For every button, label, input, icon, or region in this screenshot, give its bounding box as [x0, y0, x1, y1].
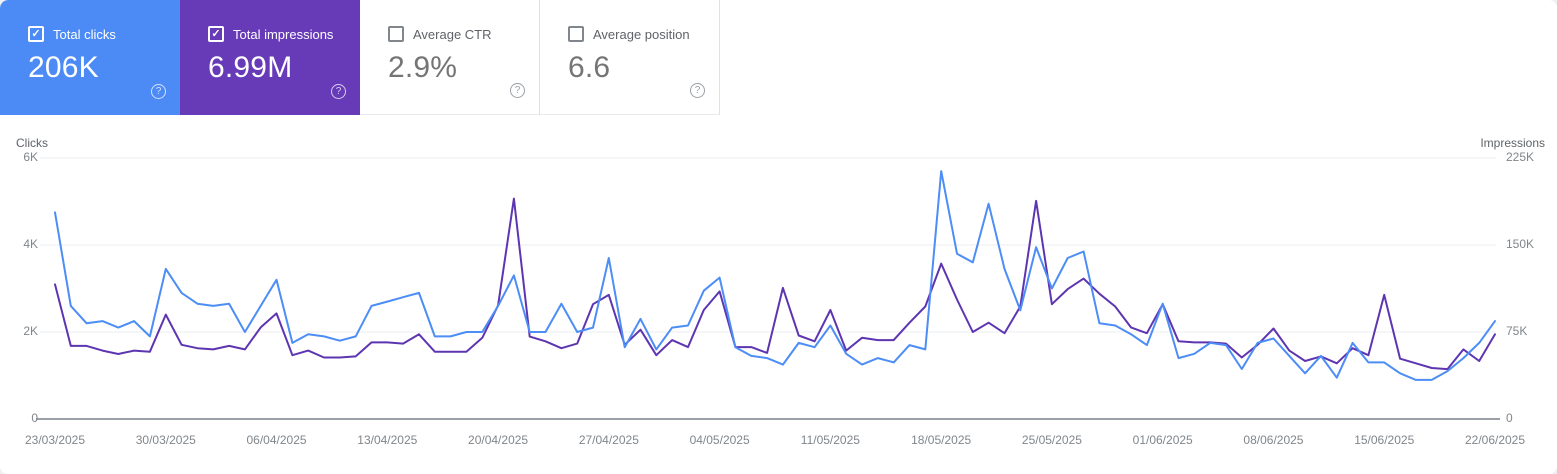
metric-value: 6.6: [568, 51, 611, 84]
metric-card-average-ctr[interactable]: Average CTR 2.9%?: [360, 0, 540, 115]
metric-label: Average position: [593, 26, 690, 42]
right-axis-tick: 150K: [1506, 237, 1535, 251]
help-icon[interactable]: ?: [690, 83, 705, 98]
x-axis-tick: 11/05/2025: [800, 433, 860, 447]
right-axis-tick: 225K: [1506, 150, 1535, 164]
help-icon[interactable]: ?: [331, 84, 346, 99]
metric-cards: ✓ Total clicks 206K? ✓ Total impressions 6.99…: [0, 0, 720, 115]
left-axis-tick: 2K: [23, 324, 38, 338]
x-axis-tick: 06/04/2025: [246, 433, 307, 447]
help-icon[interactable]: ?: [510, 83, 525, 98]
x-axis-tick: 20/04/2025: [468, 433, 529, 447]
left-axis-tick: 6K: [23, 150, 38, 164]
metric-label: Average CTR: [413, 26, 492, 42]
metric-card-average-position[interactable]: Average position 6.6?: [540, 0, 720, 115]
x-axis-tick: 22/06/2025: [1464, 433, 1526, 447]
metric-label: Total impressions: [233, 26, 334, 42]
metric-label: Total clicks: [53, 26, 116, 42]
right-axis-title: Impressions: [1480, 136, 1545, 150]
x-axis-tick: 01/06/2025: [1132, 433, 1193, 447]
x-axis-tick: 27/04/2025: [578, 433, 639, 447]
x-axis-tick: 15/06/2025: [1354, 433, 1415, 447]
metric-card-total-impressions[interactable]: ✓ Total impressions 6.99M?: [180, 0, 360, 115]
help-icon[interactable]: ?: [151, 84, 166, 99]
metric-value: 206K: [28, 51, 99, 84]
metric-card-total-clicks[interactable]: ✓ Total clicks 206K?: [0, 0, 180, 115]
average-position-checkbox[interactable]: [568, 26, 584, 42]
total-impressions-checkbox[interactable]: ✓: [208, 26, 224, 42]
average-ctr-checkbox[interactable]: [388, 26, 404, 42]
x-axis-tick: 25/05/2025: [1021, 433, 1082, 447]
clicks-line: [54, 170, 1496, 381]
right-axis-tick: 75K: [1506, 324, 1528, 338]
x-axis-tick: 08/06/2025: [1243, 433, 1304, 447]
x-axis-tick: 30/03/2025: [135, 433, 196, 447]
right-axis-tick: 0: [1506, 411, 1513, 425]
left-axis-tick: 4K: [23, 237, 38, 251]
total-clicks-checkbox[interactable]: ✓: [28, 26, 44, 42]
x-axis-tick: 23/03/2025: [24, 433, 86, 447]
left-axis-tick: 0: [31, 411, 38, 425]
x-axis-tick: 13/04/2025: [357, 433, 418, 447]
left-axis-title: Clicks: [16, 136, 48, 150]
metric-value: 2.9%: [388, 51, 458, 84]
x-axis-tick: 18/05/2025: [911, 433, 972, 447]
x-axis-tick: 04/05/2025: [689, 433, 750, 447]
metric-value: 6.99M: [208, 51, 293, 84]
